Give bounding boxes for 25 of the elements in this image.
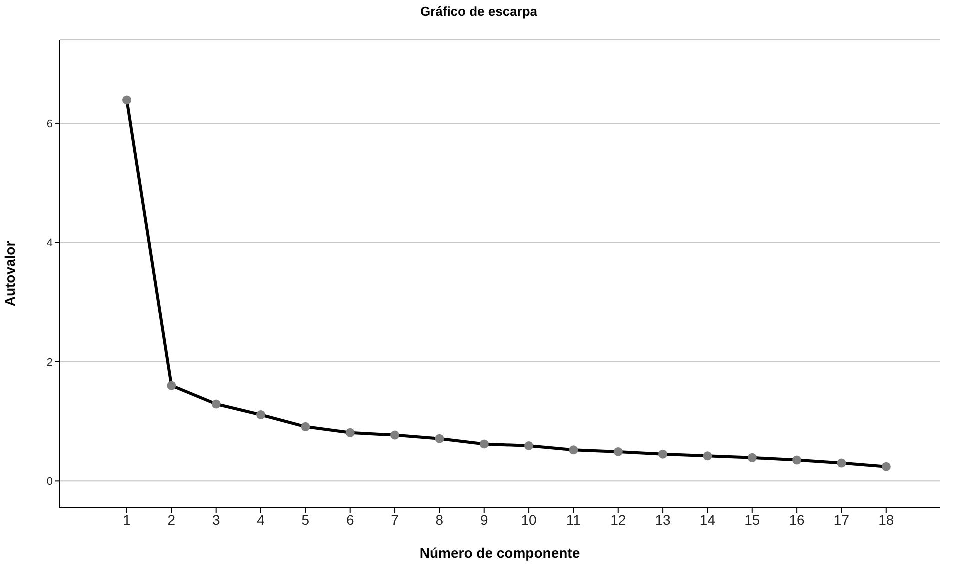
x-tick-label: 5 — [302, 512, 310, 528]
x-tick-label: 9 — [480, 512, 488, 528]
x-tick-label: 17 — [834, 512, 850, 528]
x-tick-label: 7 — [391, 512, 400, 528]
y-axis-title: Autovalor — [2, 240, 18, 307]
x-tick-label: 3 — [212, 512, 220, 528]
x-tick-label: 14 — [700, 512, 716, 528]
y-tick-label: 6 — [46, 118, 53, 130]
x-tick-label: 15 — [744, 512, 760, 528]
x-axis-title: Número de componente — [420, 545, 580, 561]
x-tick-label: 4 — [257, 512, 266, 528]
y-tick-label: 4 — [46, 238, 53, 250]
x-tick-label: 13 — [655, 512, 672, 528]
x-tick-label: 2 — [168, 512, 176, 528]
x-tick-label: 18 — [878, 512, 894, 528]
chart-title: Gráfico de escarpa — [419, 4, 539, 19]
x-tick-label: 10 — [521, 512, 538, 528]
x-tick-label: 6 — [346, 512, 354, 528]
x-tick-label: 16 — [789, 512, 806, 528]
x-tick-label: 12 — [610, 512, 626, 528]
y-tick-label: 2 — [46, 356, 53, 369]
x-tick-label: 8 — [436, 512, 444, 528]
x-tick-label: 11 — [566, 512, 582, 528]
y-tick-label: 0 — [46, 476, 53, 488]
x-tick-label: 1 — [123, 512, 132, 528]
